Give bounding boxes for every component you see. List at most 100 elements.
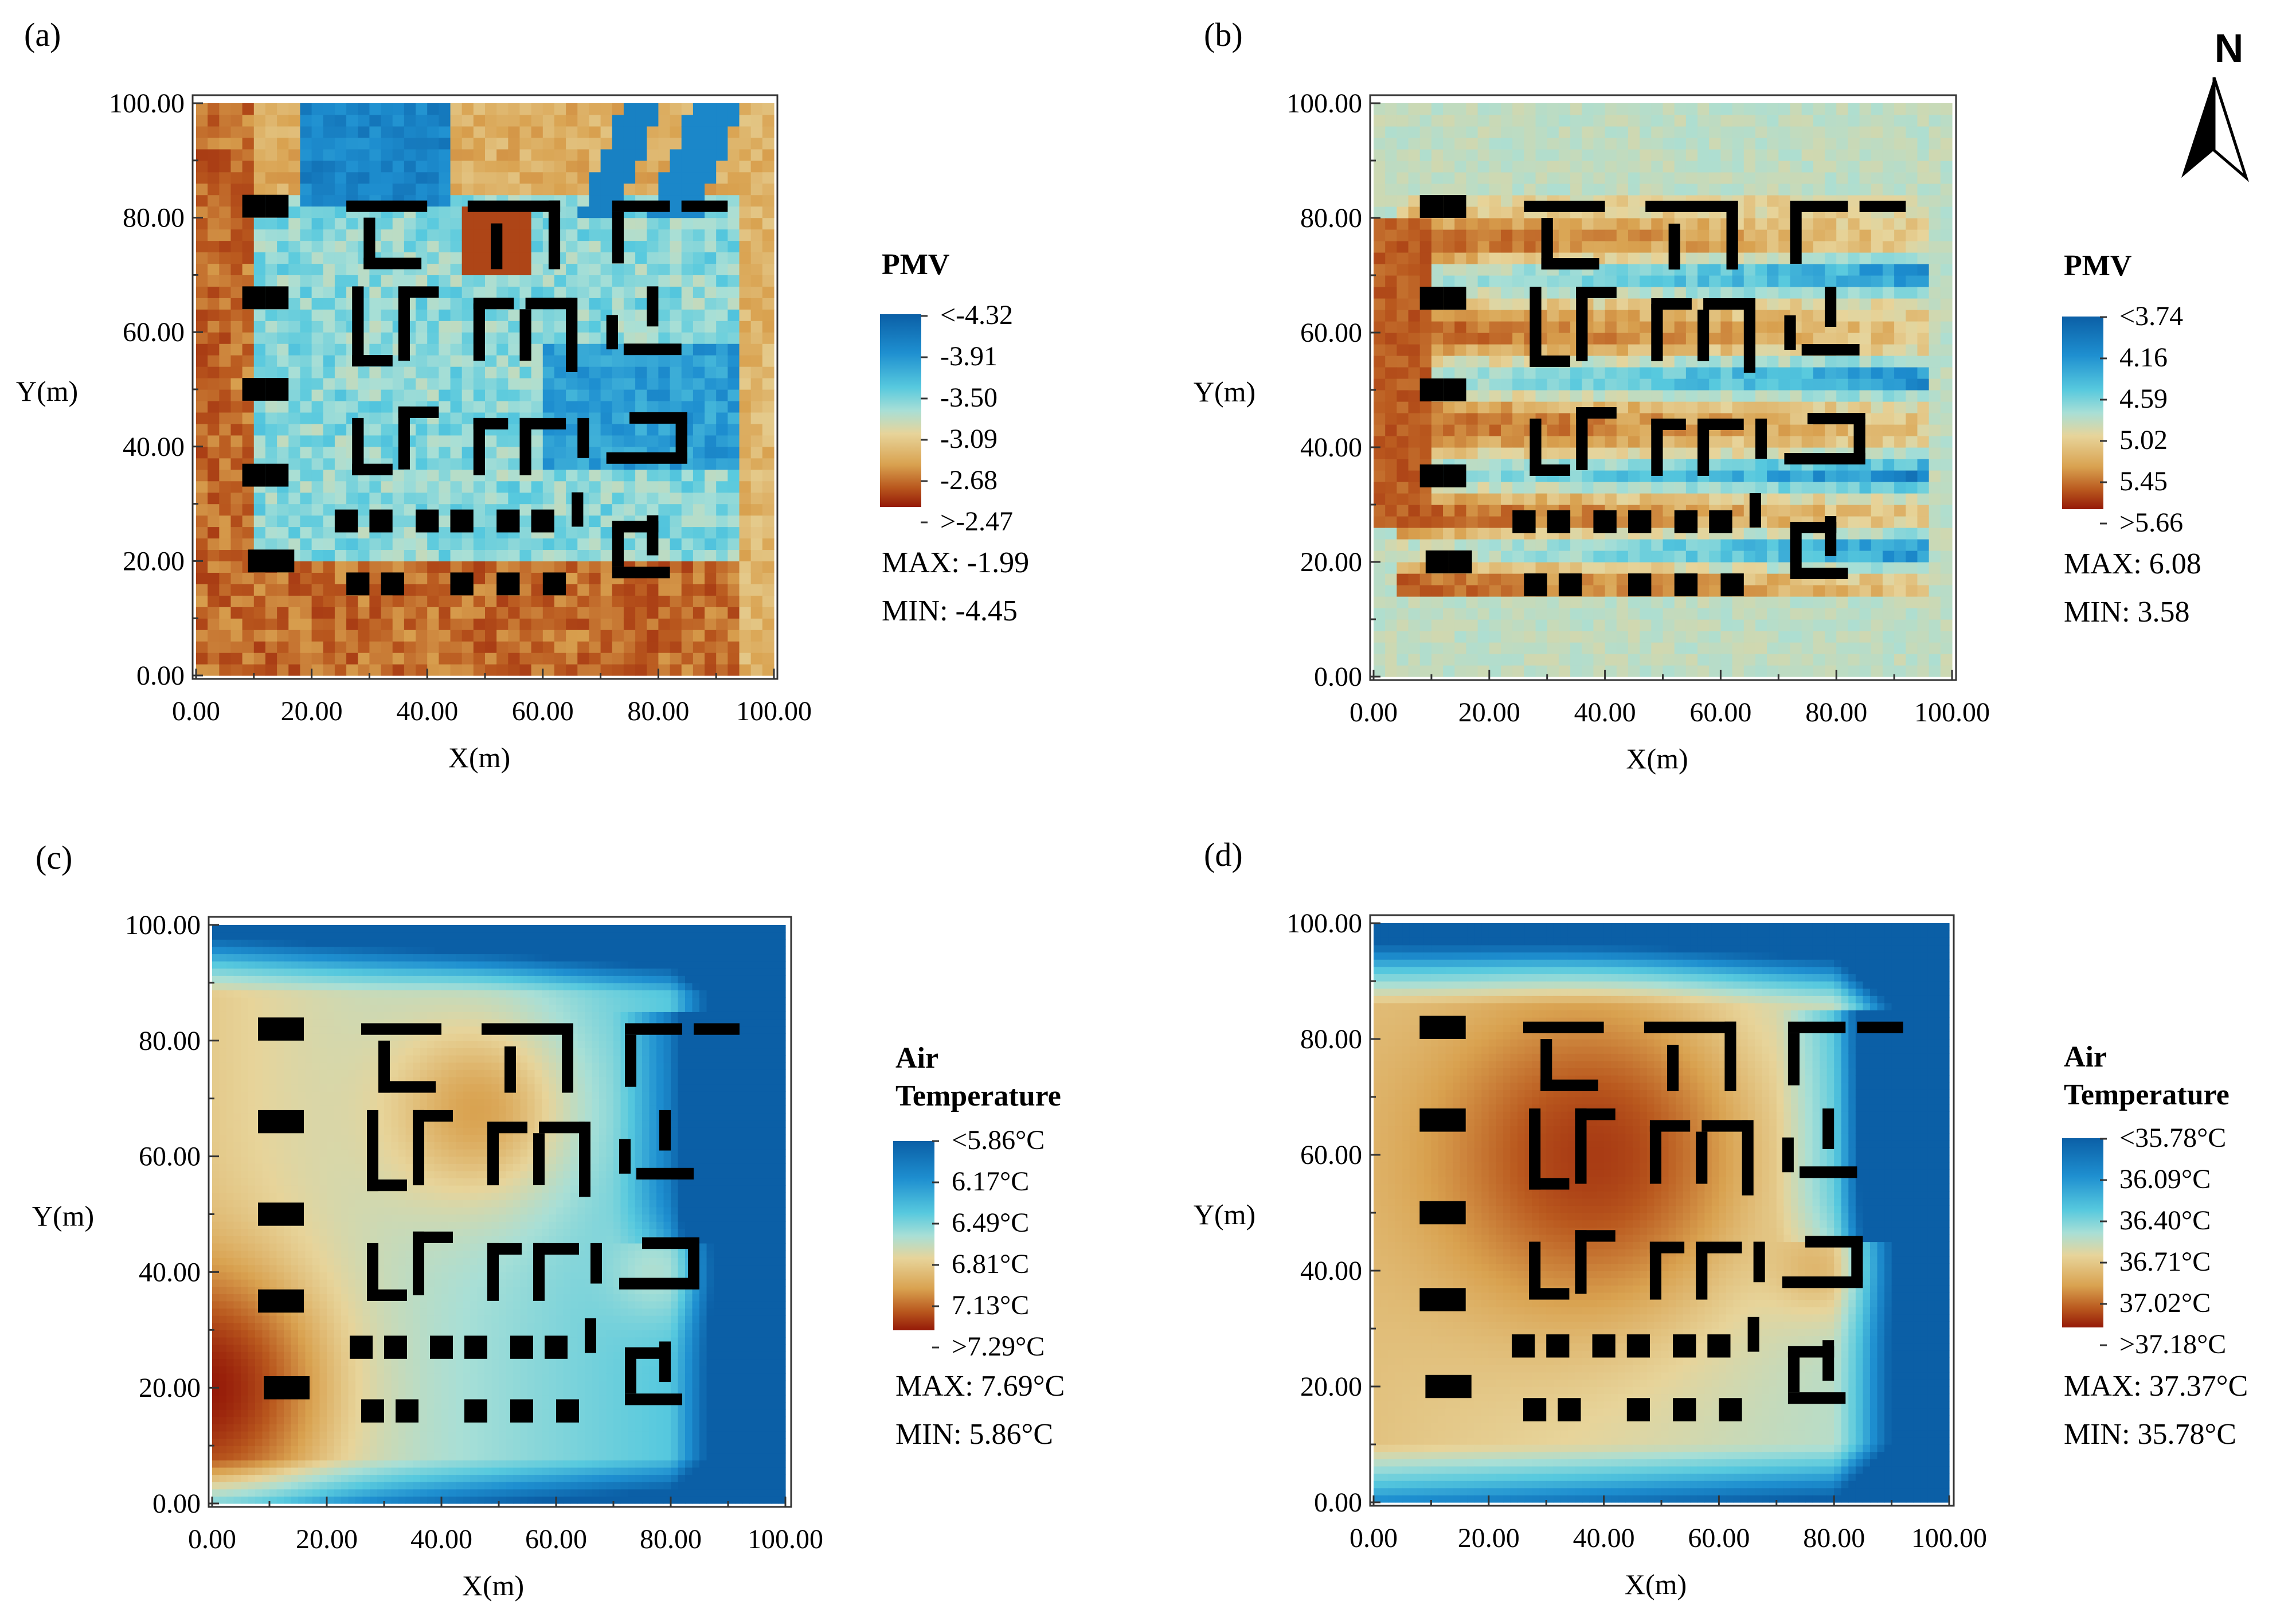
heatmap-cell (1374, 573, 1386, 585)
heatmap-cell (1385, 138, 1397, 150)
heatmap-cell (577, 653, 590, 665)
heatmap-cell (196, 229, 208, 241)
heatmap-cell (542, 664, 555, 676)
heatmap-cell (1512, 619, 1524, 631)
heatmap-cell (623, 240, 636, 253)
heatmap-cell (1778, 103, 1791, 115)
heatmap-cell (1512, 401, 1524, 413)
heatmap-cell (485, 149, 497, 161)
heatmap-cell (450, 194, 463, 207)
heatmap-cell (693, 630, 705, 642)
heatmap-cell (1489, 401, 1501, 413)
heatmap-cell (508, 469, 521, 482)
heatmap-cell (1385, 183, 1397, 196)
heatmap-cell (288, 160, 301, 173)
heatmap-cell (693, 160, 705, 173)
heatmap-cell (716, 217, 728, 230)
heatmap-cell (439, 103, 451, 115)
heatmap-cell (1431, 505, 1444, 517)
heatmap-cell (1825, 367, 1837, 379)
heatmap-cell (750, 229, 763, 241)
heatmap-cell (1697, 516, 1710, 528)
heatmap-cell (566, 389, 578, 401)
heatmap-cell (670, 206, 682, 218)
heatmap-cell (1767, 378, 1779, 390)
heatmap-cell (1685, 183, 1698, 196)
heatmap-cell (242, 114, 255, 127)
heatmap-cell (242, 229, 255, 241)
heatmap-cell (1813, 172, 1825, 184)
heatmap-cell (300, 137, 312, 150)
heatmap-cell (1709, 482, 1721, 494)
heatmap-cell (647, 378, 659, 390)
heatmap-cell (450, 366, 463, 378)
heatmap-cell (1628, 356, 1640, 368)
heatmap-cell (1790, 642, 1802, 654)
heatmap-cell (727, 286, 740, 298)
heatmap-cell (1709, 562, 1721, 574)
heatmap-cell (1397, 172, 1409, 184)
heatmap-cell (416, 343, 428, 356)
heatmap-cell (496, 389, 509, 401)
heatmap-cell (1500, 103, 1513, 115)
heatmap-cell (612, 286, 624, 298)
heatmap-cell (647, 503, 659, 516)
heatmap-cell (1454, 321, 1467, 333)
heatmap-cell (635, 549, 647, 561)
heatmap-cell (253, 435, 266, 447)
heatmap-cell (681, 378, 694, 390)
heatmap-cell (1743, 229, 1756, 241)
heatmap-cell (727, 584, 740, 596)
heatmap-cell (253, 263, 266, 275)
heatmap-cell (1894, 252, 1906, 264)
heatmap-cell (1443, 413, 1455, 425)
heatmap-cell (358, 653, 370, 665)
heatmap-cell (1743, 103, 1756, 115)
heatmap-cell (1674, 310, 1687, 322)
heatmap-cell (208, 458, 220, 470)
heatmap-cell (473, 217, 486, 230)
heatmap-cell (1790, 493, 1802, 505)
heatmap-cell (542, 549, 555, 561)
heatmap-cell (323, 607, 335, 619)
heatmap-cell (658, 275, 671, 287)
heatmap-cell (1917, 447, 1930, 459)
heatmap-cell (311, 114, 324, 127)
heatmap-cell (1801, 138, 1814, 150)
heatmap-cell (219, 171, 232, 184)
heatmap-cell (1466, 654, 1478, 666)
heatmap-cell (1454, 333, 1467, 345)
heatmap-cell (334, 538, 347, 550)
heatmap-cell (577, 149, 590, 161)
heatmap-cell (1431, 333, 1444, 345)
heatmap-cell (208, 183, 220, 196)
heatmap-cell (727, 171, 740, 184)
heatmap-cell (416, 389, 428, 401)
heatmap-cell (381, 343, 393, 356)
heatmap-cell (1524, 619, 1536, 631)
heatmap-cell (427, 343, 439, 356)
heatmap-cell (1813, 356, 1825, 368)
heatmap-cell (1894, 550, 1906, 563)
heatmap-cell (1859, 298, 1872, 310)
heatmap-cell (1790, 161, 1802, 173)
heatmap-cell (531, 126, 543, 138)
heatmap-cell (230, 309, 243, 321)
heatmap-cell (1894, 528, 1906, 540)
heatmap-cell (542, 149, 555, 161)
heatmap-cell (1500, 642, 1513, 654)
heatmap-cell (762, 103, 775, 115)
heatmap-cell (323, 321, 335, 333)
heatmap-cell (1640, 367, 1652, 379)
heatmap-cell (1477, 390, 1490, 402)
heatmap-cell (647, 171, 659, 184)
heatmap-cell (727, 240, 740, 253)
heatmap-cell (1489, 310, 1501, 322)
heatmap-cell (1720, 287, 1733, 299)
heatmap-cell (542, 595, 555, 607)
heatmap-cell (1397, 126, 1409, 138)
heatmap-cell (1535, 161, 1548, 173)
heatmap-cell (1917, 436, 1930, 448)
heatmap-cell (196, 183, 208, 196)
heatmap-cell (288, 321, 301, 333)
